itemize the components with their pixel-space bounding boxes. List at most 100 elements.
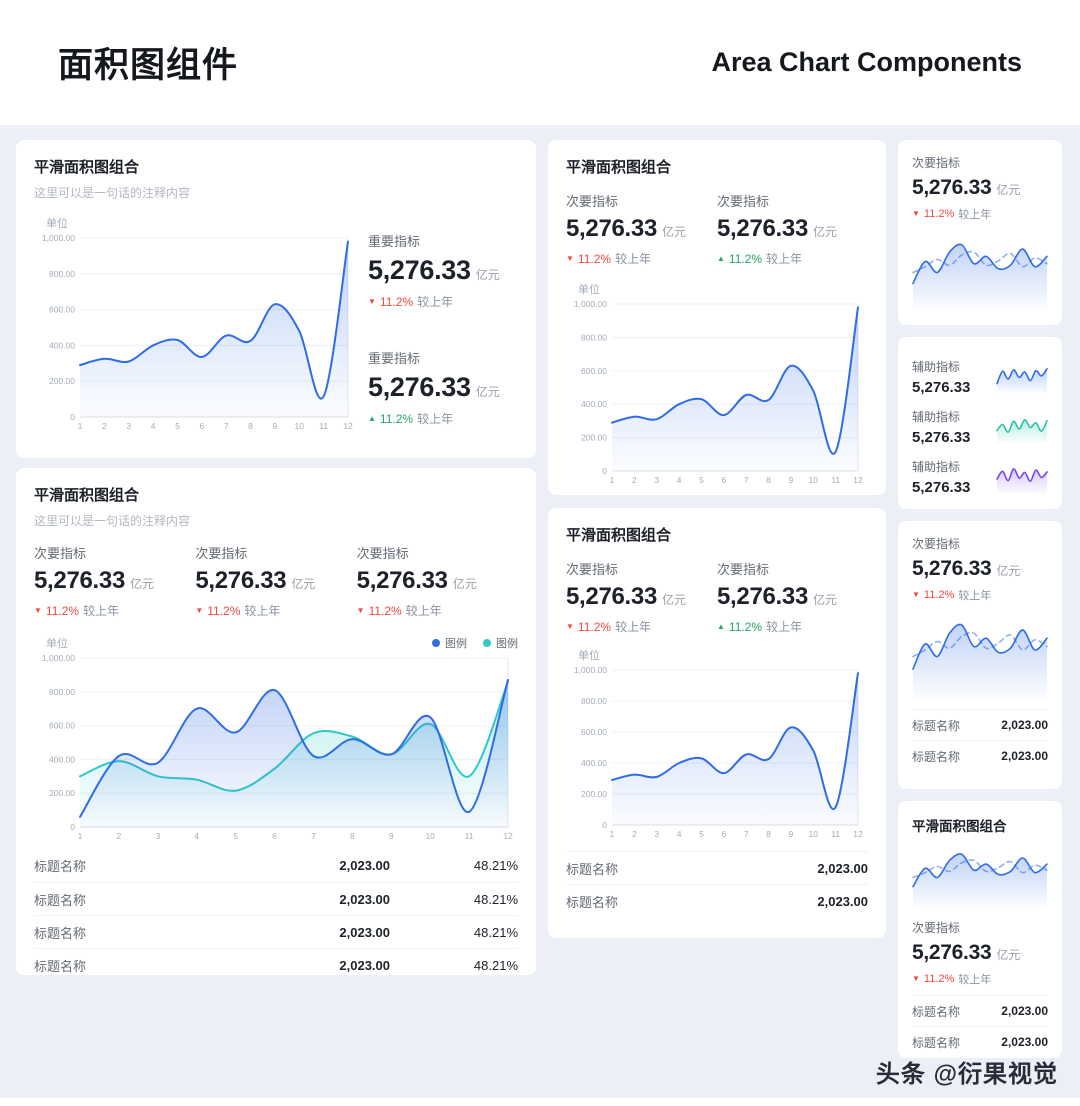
aux-metric-row: 辅助指标 5,276.33 <box>912 353 1048 401</box>
metric-block: 次要指标 5,276.33 亿元 ▼ 11.2% 较上年 <box>566 191 717 267</box>
metric-unit: 亿元 <box>996 183 1021 197</box>
svg-text:3: 3 <box>126 421 131 431</box>
area-chart[interactable]: 1,000.00 800.00 600.00 400.00 200.00 0 1 2 3 4 5 6 7… <box>34 233 358 433</box>
delta-percent: 11.2% <box>368 603 402 618</box>
metric-delta: ▲ 11.2% 较上年 <box>368 410 518 427</box>
mini-area-chart[interactable] <box>912 234 1048 310</box>
card-title: 平滑面积图组合 <box>912 819 1007 834</box>
table-row: 标题名称 2,023.00 48.21% <box>34 915 518 948</box>
sparkline-chart-blue[interactable] <box>996 360 1048 394</box>
table-row: 标题名称 2,023.00 48.21% <box>34 882 518 915</box>
data-table: 标题名称 2,023.00 48.21% 标题名称 2,023.00 48.21… <box>34 849 518 981</box>
svg-text:2: 2 <box>117 831 122 841</box>
legend-label: 图例 <box>496 638 518 650</box>
delta-percent: 11.2% <box>923 973 955 985</box>
delta-percent: 11.2% <box>45 603 80 618</box>
metric-block: 重要指标 5,276.33 亿元 ▲ 11.2% 较上年 <box>368 348 518 427</box>
svg-text:7: 7 <box>744 829 749 839</box>
arrow-up-icon: ▲ <box>717 253 725 263</box>
metric-value: 5,276.33 <box>912 941 992 964</box>
area-chart[interactable]: 1,000.00 800.00 600.00 400.00 200.00 0 1 2 3 4 5 6 7… <box>566 299 868 487</box>
sparkline-chart-teal[interactable] <box>996 410 1048 444</box>
metric-label: 次要指标 <box>195 546 248 561</box>
legend-item-blue[interactable]: 图例 <box>432 635 467 651</box>
metric-label: 辅助指标 <box>912 460 961 474</box>
svg-text:2: 2 <box>632 829 637 839</box>
svg-text:400.00: 400.00 <box>49 340 75 350</box>
arrow-down-icon: ▼ <box>34 605 42 615</box>
metric-label: 次要指标 <box>566 562 619 577</box>
metric-unit: 亿元 <box>475 385 500 399</box>
svg-text:3: 3 <box>654 829 659 839</box>
delta-suffix: 较上年 <box>405 604 442 618</box>
delta-suffix: 较上年 <box>417 295 454 309</box>
card-subtitle: 这里可以是一句话的注释内容 <box>34 186 191 200</box>
metric-block: 次要指标 5,276.33 亿元 ▼ 11.2% 较上年 <box>34 543 195 619</box>
svg-text:5: 5 <box>699 475 704 485</box>
delta-suffix: 较上年 <box>417 412 454 426</box>
metric-delta: ▼ 11.2% 较上年 <box>34 602 195 619</box>
sparkline-chart-purple[interactable] <box>996 460 1048 494</box>
metric-block: 次要指标 5,276.33 亿元 ▲ 11.2% 较上年 <box>717 191 868 267</box>
delta-percent: 11.2% <box>923 589 955 601</box>
delta-suffix: 较上年 <box>958 974 992 986</box>
legend-item-teal[interactable]: 图例 <box>483 635 518 651</box>
metric-label: 次要指标 <box>912 921 961 935</box>
watermark: 头条 @衍果视觉 <box>875 1061 1058 1088</box>
metrics-row: 次要指标 5,276.33 亿元 ▼ 11.2% 较上年 次要指标 5,276.… <box>566 191 868 267</box>
svg-text:9: 9 <box>789 829 794 839</box>
arrow-up-icon: ▲ <box>368 413 376 423</box>
svg-text:11: 11 <box>465 831 474 841</box>
area-chart[interactable]: 1,000.00 800.00 600.00 400.00 200.00 0 1 2 3 4 5 6 7… <box>566 665 868 841</box>
aux-metric-text: 辅助指标 5,276.33 <box>912 458 970 496</box>
metric-value: 5,276.33 <box>195 567 287 594</box>
delta-percent: 11.2% <box>923 208 955 220</box>
row-label: 标题名称 <box>912 718 961 733</box>
area-chart[interactable]: 1,000.00 800.00 600.00 400.00 200.00 0 1 2 3 4 5 6 7… <box>34 653 518 843</box>
aux-metric-text: 辅助指标 5,276.33 <box>912 408 970 446</box>
svg-text:8: 8 <box>766 475 771 485</box>
table-row: 标题名称 2,023.00 <box>912 709 1048 740</box>
svg-text:1,000.00: 1,000.00 <box>574 665 607 675</box>
table-row: 标题名称 2,023.00 48.21% <box>34 849 518 882</box>
svg-text:800.00: 800.00 <box>581 696 607 706</box>
svg-text:400.00: 400.00 <box>581 399 607 409</box>
row-value: 2,023.00 <box>1001 1004 1048 1018</box>
metric-block: 次要指标 5,276.33 亿元 ▲ 11.2% 较上年 <box>717 559 868 635</box>
card-aux-metrics: 辅助指标 5,276.33 辅助指标 5,276.33 辅助指标 5,276.3… <box>898 337 1062 509</box>
row-percent: 48.21% <box>473 957 518 973</box>
card-secondary-metric-chart: 次要指标 5,276.33 亿元 ▼ 11.2% 较上年 <box>898 140 1062 325</box>
delta-percent: 11.2% <box>728 619 763 634</box>
svg-text:800.00: 800.00 <box>49 687 75 697</box>
arrow-down-icon: ▼ <box>912 590 920 599</box>
metric-label: 辅助指标 <box>912 360 961 374</box>
svg-text:12: 12 <box>343 421 353 431</box>
arrow-down-icon: ▼ <box>566 253 574 263</box>
row-label: 标题名称 <box>566 894 619 910</box>
metric-label: 次要指标 <box>717 194 770 209</box>
svg-text:6: 6 <box>721 829 726 839</box>
svg-text:7: 7 <box>311 831 316 841</box>
svg-text:1: 1 <box>610 829 615 839</box>
card-secondary-metric-chart-table: 次要指标 5,276.33 亿元 ▼ 11.2% 较上年 标题名称 2,023.… <box>898 521 1062 789</box>
svg-text:200.00: 200.00 <box>581 789 607 799</box>
svg-text:0: 0 <box>70 412 75 422</box>
metric-unit: 亿元 <box>662 593 687 607</box>
metric-block: 次要指标 5,276.33 亿元 ▼ 11.2% 较上年 <box>912 535 1048 603</box>
metric-value: 5,276.33 <box>368 372 471 402</box>
mini-area-chart[interactable] <box>912 613 1048 699</box>
metric-delta: ▼ 11.2% 较上年 <box>195 602 356 619</box>
mini-area-chart[interactable] <box>912 845 1048 909</box>
unit-label: 单位 <box>46 638 68 650</box>
aux-metric-row: 辅助指标 5,276.33 <box>912 453 1048 501</box>
metric-delta: ▼ 11.2% 较上年 <box>912 206 1048 222</box>
metric-label: 次要指标 <box>717 562 770 577</box>
svg-text:11: 11 <box>831 829 840 839</box>
metric-block: 次要指标 5,276.33 亿元 ▼ 11.2% 较上年 <box>912 919 1048 987</box>
metric-unit: 亿元 <box>813 225 838 239</box>
svg-text:12: 12 <box>853 475 863 485</box>
aux-metric-text: 辅助指标 5,276.33 <box>912 358 970 396</box>
metrics-column: 重要指标 5,276.33 亿元 ▼ 11.2% 较上年 重要指标 5,276.… <box>368 215 518 433</box>
svg-text:10: 10 <box>295 421 305 431</box>
svg-text:8: 8 <box>350 831 355 841</box>
